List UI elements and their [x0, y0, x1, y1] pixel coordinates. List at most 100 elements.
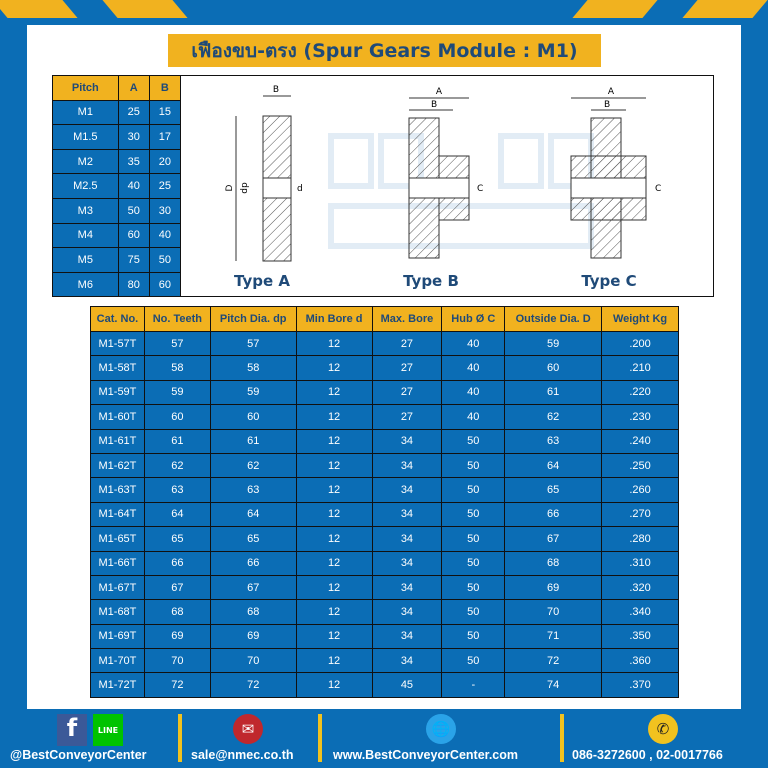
facebook-icon[interactable]: f: [57, 714, 87, 746]
table-cell: 59: [209, 379, 297, 406]
column-header: Pitch Dia. dp: [209, 306, 297, 332]
table-cell: .310: [601, 550, 679, 576]
table-row: M3 50 30: [52, 197, 182, 224]
table-cell: 50: [441, 501, 506, 528]
website-link[interactable]: www.BestConveyorCenter.com: [333, 748, 519, 762]
table-cell: 12: [295, 526, 373, 552]
table-cell: 66: [209, 550, 297, 576]
globe-icon[interactable]: 🌐: [426, 714, 456, 744]
table-row: M2.5 40 25: [52, 173, 182, 199]
table-cell: M1-60T: [90, 404, 145, 430]
table-cell: 34: [371, 526, 443, 552]
table-cell: M1-64T: [90, 501, 145, 528]
table-cell: 75: [117, 247, 150, 273]
table-row: M1-64T 64 64 12 34 50 66.270: [90, 501, 679, 528]
social-handle[interactable]: @BestConveyorCenter: [10, 748, 147, 762]
table-cell: 50: [441, 428, 506, 454]
table-cell: .270: [601, 501, 679, 528]
table-cell: 34: [371, 648, 443, 674]
table-cell: 69: [209, 623, 297, 650]
table-cell: 27: [371, 355, 443, 381]
table-cell: 12: [295, 428, 373, 454]
table-cell: 40: [441, 355, 506, 381]
label-a: A: [608, 87, 615, 97]
table-cell: 60: [209, 404, 297, 430]
table-cell: 12: [295, 452, 373, 479]
phone-icon[interactable]: ✆: [648, 714, 678, 744]
table-cell: 50: [117, 197, 150, 224]
diagram-type-b: [408, 97, 470, 259]
table-cell: 12: [295, 501, 373, 528]
table-cell: M1-72T: [90, 672, 145, 698]
table-cell: 58: [143, 355, 211, 381]
table-row: M1-60T 60 60 12 27 40 62.230: [90, 404, 679, 430]
pitch-table: Pitch A B M1 25 15 M1.5 30 17 M2 35 20 M2.5 40 25 M3 50 3…: [52, 75, 182, 298]
table-cell: 69: [143, 623, 211, 650]
email-link[interactable]: sale@nmec.co.th: [191, 748, 294, 762]
table-row: M1-67T 67 67 12 34 50 69.320: [90, 574, 679, 601]
table-cell: 50: [441, 452, 506, 479]
table-cell: 65: [209, 526, 297, 552]
column-header: Hub Ø C: [441, 306, 506, 332]
divider: [178, 714, 182, 762]
table-cell: 61: [504, 379, 603, 406]
email-icon[interactable]: ✉: [233, 714, 263, 744]
table-row: M1-66T 66 66 12 34 50 68.310: [90, 550, 679, 576]
table-cell: M1.5: [52, 124, 119, 150]
table-cell: 30: [117, 124, 150, 150]
table-row: M1-65T 65 65 12 34 50 67.280: [90, 526, 679, 552]
table-cell: 67: [209, 574, 297, 601]
table-cell: 12: [295, 477, 373, 503]
table-cell: M5: [52, 247, 119, 273]
table-row: M6 80 60: [52, 271, 182, 298]
table-cell: 12: [295, 574, 373, 601]
table-cell: 66: [504, 501, 603, 528]
table-cell: 27: [371, 404, 443, 430]
table-cell: 34: [371, 623, 443, 650]
table-cell: .230: [601, 404, 679, 430]
table-cell: M6: [52, 271, 119, 298]
table-row: M1-68T 68 68 12 34 50 70.340: [90, 599, 679, 625]
table-cell: 60: [143, 404, 211, 430]
column-header: B: [148, 75, 182, 101]
table-cell: 25: [117, 99, 150, 126]
table-cell: 12: [295, 599, 373, 625]
table-cell: M4: [52, 222, 119, 249]
table-cell: M1: [52, 99, 119, 126]
table-cell: 60: [504, 355, 603, 381]
table-cell: 58: [209, 355, 297, 381]
table-cell: 40: [441, 404, 506, 430]
table-cell: 15: [148, 99, 182, 126]
table-cell: .350: [601, 623, 679, 650]
table-cell: .260: [601, 477, 679, 503]
table-cell: 40: [441, 330, 506, 357]
table-cell: 74: [504, 672, 603, 698]
table-cell: 67: [143, 574, 211, 601]
decor-stripe: [572, 0, 658, 18]
label-c: C: [477, 184, 483, 194]
column-header: A: [117, 75, 150, 101]
table-cell: 50: [441, 648, 506, 674]
table-cell: 57: [209, 330, 297, 357]
table-cell: 12: [295, 404, 373, 430]
type-c-label: Type C: [581, 272, 636, 290]
table-cell: 66: [143, 550, 211, 576]
type-a-label: Type A: [234, 272, 290, 290]
label-b: B: [431, 100, 437, 110]
table-cell: 63: [209, 477, 297, 503]
table-cell: 59: [504, 330, 603, 357]
phone-numbers[interactable]: 086-3272600 , 02-0017766: [572, 748, 723, 762]
table-cell: 68: [209, 599, 297, 625]
gear-diagrams: B D dp d A B C A B C Type A Type B Type …: [180, 75, 714, 297]
table-cell: 50: [441, 599, 506, 625]
label-b: B: [604, 100, 610, 110]
table-cell: 70: [504, 599, 603, 625]
label-a: A: [436, 87, 443, 97]
type-b-label: Type B: [403, 272, 459, 290]
table-cell: 12: [295, 648, 373, 674]
table-cell: 62: [504, 404, 603, 430]
decor-stripe: [102, 0, 188, 18]
table-cell: M1-65T: [90, 526, 145, 552]
line-icon[interactable]: LINE: [93, 714, 123, 746]
diagram-type-a: [235, 95, 292, 262]
